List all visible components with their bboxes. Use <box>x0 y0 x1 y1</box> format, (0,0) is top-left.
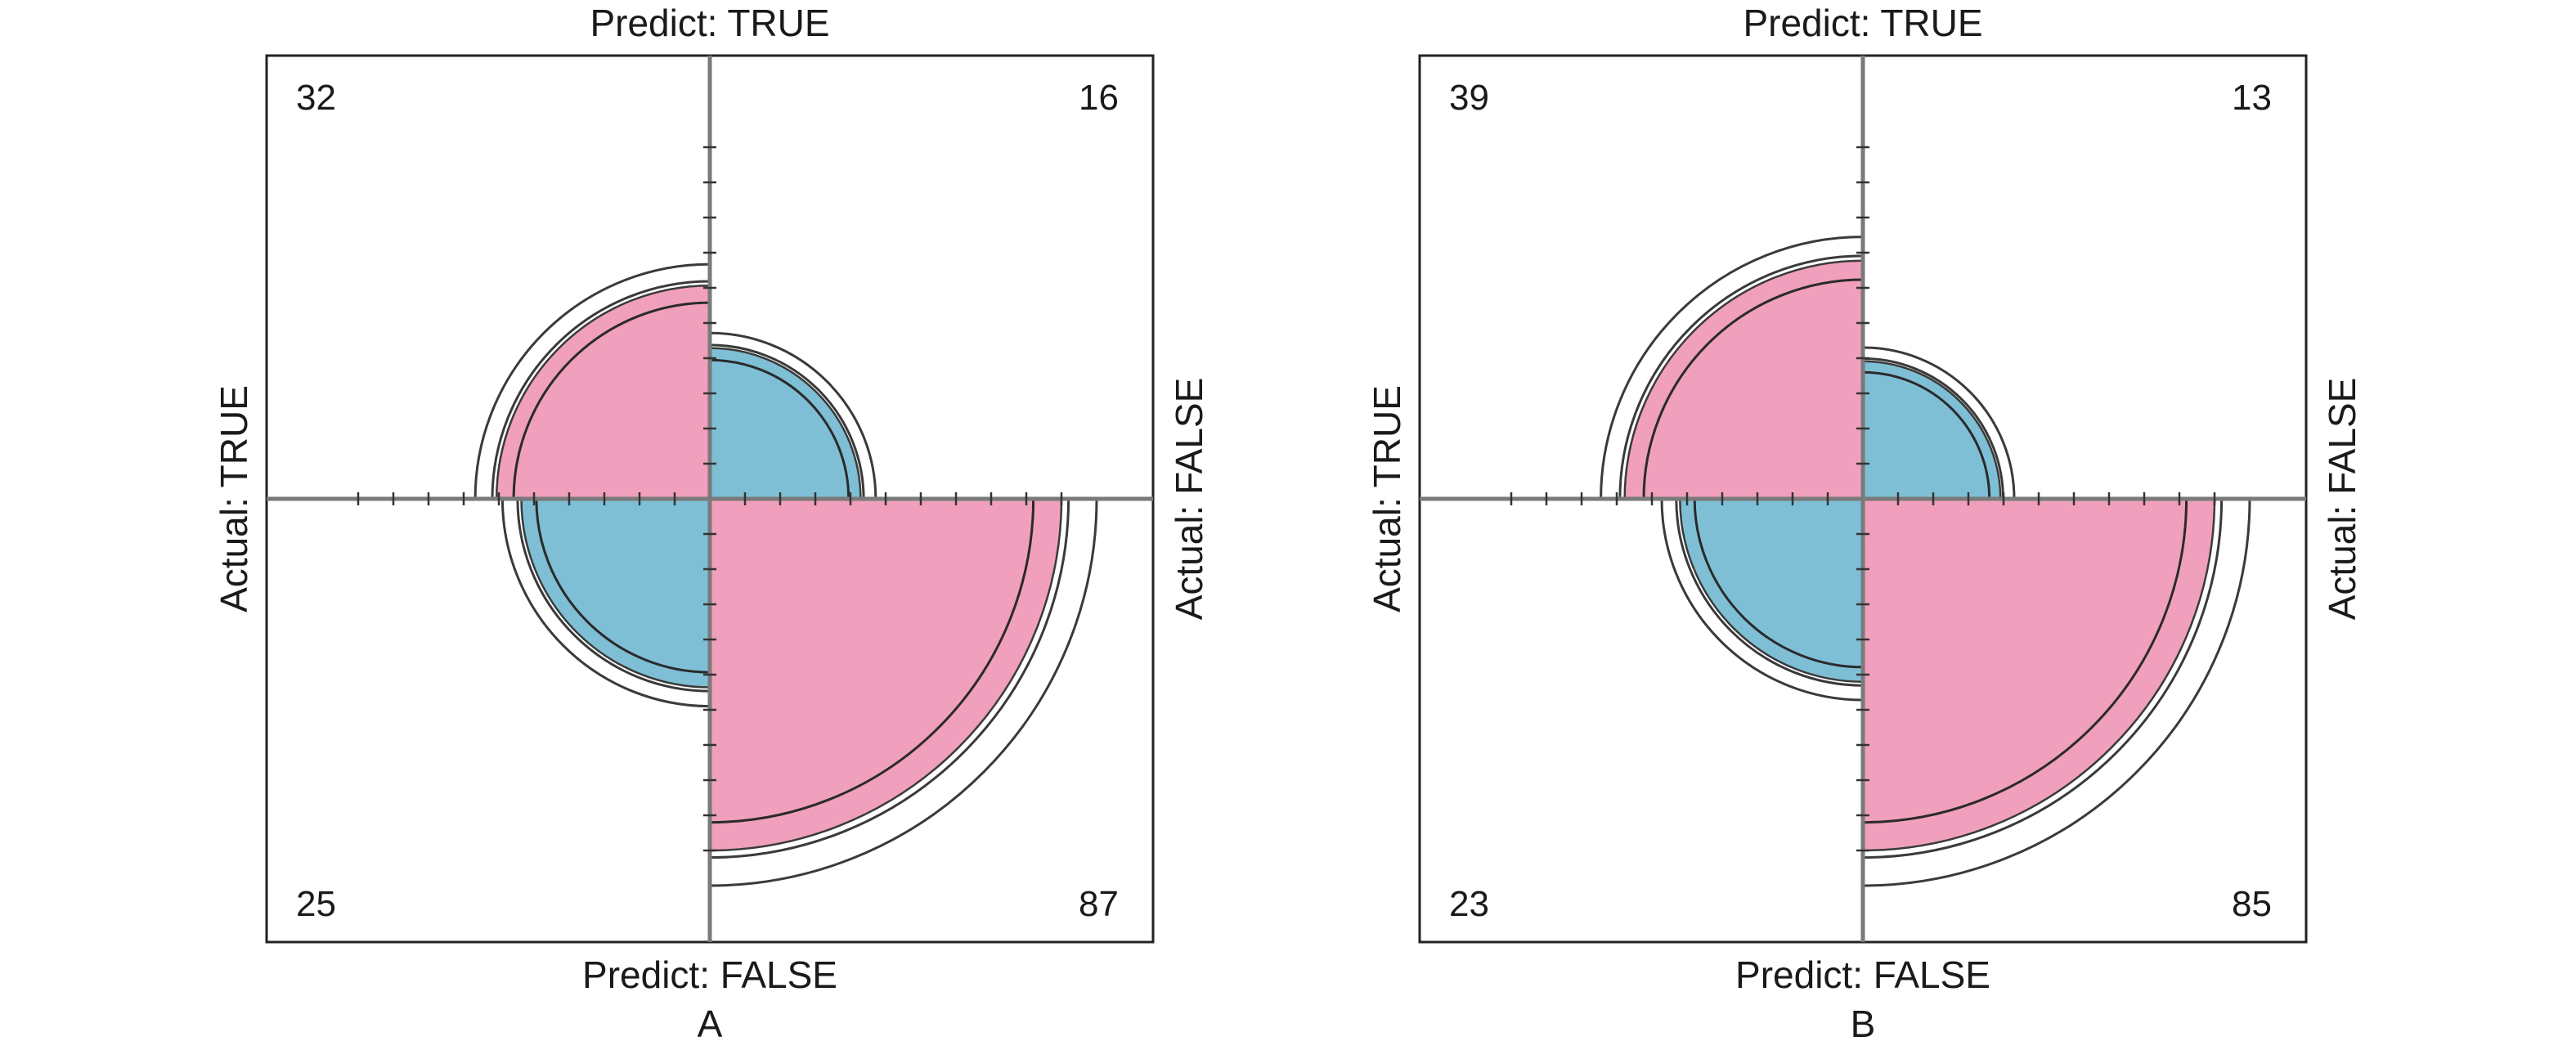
count-top-right: 16 <box>1079 78 1119 118</box>
quadrant-marks <box>1420 56 2306 942</box>
count-top-left: 32 <box>296 78 336 118</box>
count-top-left: 39 <box>1449 78 1489 118</box>
quadrant-edge-bottom-left <box>520 498 711 689</box>
inner-arc-bottom-right <box>709 498 1035 824</box>
quadrant-edge-bottom-right <box>709 498 1063 852</box>
inner-arc-top-right <box>709 358 850 500</box>
quadrant-marks <box>267 56 1153 942</box>
quadrant-top-right <box>710 348 861 499</box>
quadrant-bottom-right <box>1863 499 2215 850</box>
bottom-axis-label: Predict: FALSE <box>582 954 837 996</box>
left-axis-label: Actual: TRUE <box>213 385 255 612</box>
count-bottom-right: 87 <box>1079 884 1119 924</box>
panel-b: Predict: TRUE Predict: FALSE Actual: TRU… <box>1366 2 2363 1045</box>
quadrant-bottom-left <box>1680 499 1863 682</box>
inner-arc-top-right <box>1862 370 1991 500</box>
quadrant-top-left <box>496 285 710 499</box>
quadrant-edge-top-right <box>709 347 862 500</box>
panel-caption: B <box>1851 1003 1876 1045</box>
inner-arc-bottom-right <box>1862 498 2188 824</box>
quadrant-edge-bottom-right <box>1862 498 2216 852</box>
inner-arc-top-left <box>512 301 711 500</box>
inner-arc-bottom-left <box>1693 498 1864 669</box>
quadrant-edge-bottom-left <box>1679 498 1864 683</box>
bottom-axis-label: Predict: FALSE <box>1735 954 1990 996</box>
quadrant-edge-top-left <box>495 284 711 500</box>
quadrant-bottom-right <box>710 499 1061 850</box>
count-bottom-left: 23 <box>1449 884 1489 924</box>
right-axis-label: Actual: FALSE <box>2321 378 2363 621</box>
quadrant-edge-top-left <box>1623 259 1864 500</box>
quadrant-edge-top-right <box>1862 360 2002 500</box>
right-axis-label: Actual: FALSE <box>1168 378 1210 621</box>
quadrant-top-left <box>1624 260 1863 499</box>
quadrant-top-right <box>1863 361 2001 499</box>
left-axis-label: Actual: TRUE <box>1366 385 1408 612</box>
count-bottom-right: 85 <box>2232 884 2272 924</box>
top-axis-label: Predict: TRUE <box>1743 2 1982 44</box>
inner-arc-top-left <box>1642 278 1864 500</box>
panel-a: Predict: TRUE Predict: FALSE Actual: TRU… <box>213 2 1210 1045</box>
count-bottom-left: 25 <box>296 884 336 924</box>
count-top-right: 13 <box>2232 78 2272 118</box>
inner-arc-bottom-left <box>535 498 711 674</box>
panel-caption: A <box>698 1003 723 1045</box>
quadrant-bottom-left <box>521 499 710 688</box>
top-axis-label: Predict: TRUE <box>590 2 829 44</box>
